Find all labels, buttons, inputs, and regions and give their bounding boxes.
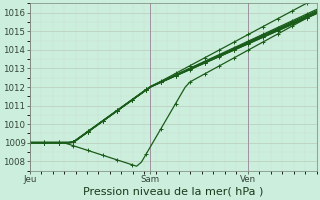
- X-axis label: Pression niveau de la mer( hPa ): Pression niveau de la mer( hPa ): [83, 187, 263, 197]
